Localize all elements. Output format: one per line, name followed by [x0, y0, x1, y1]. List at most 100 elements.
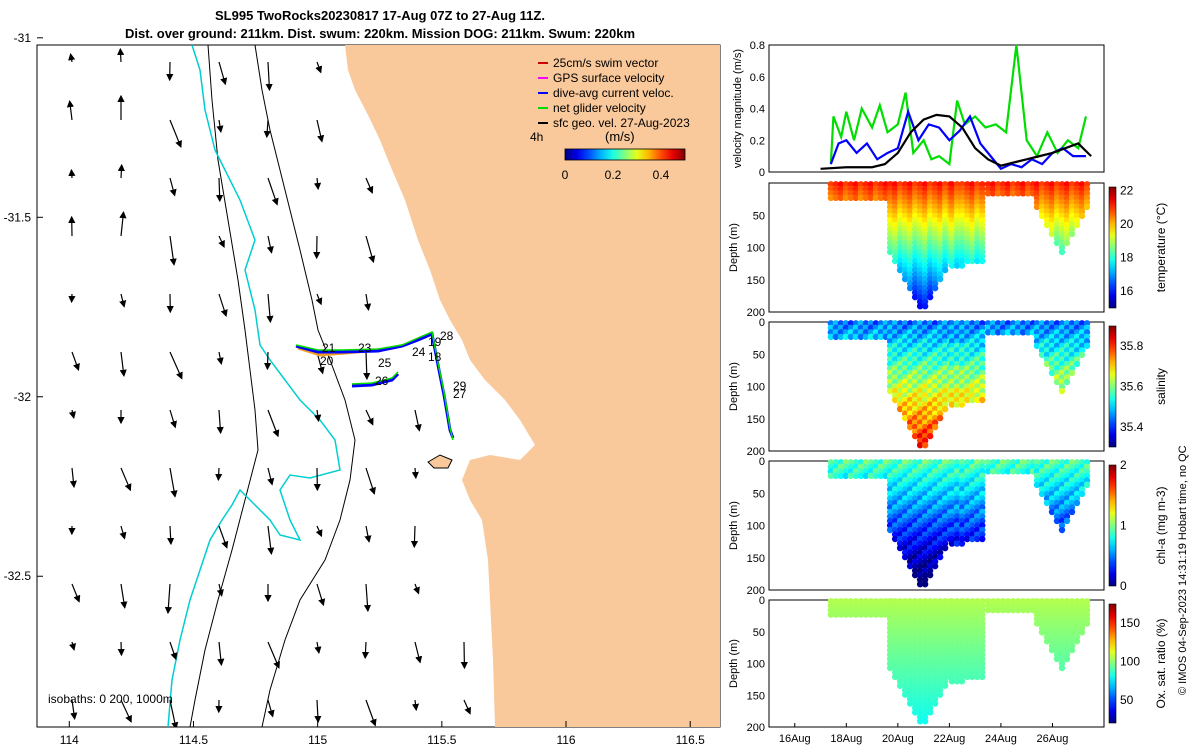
- profile-sample: [969, 329, 976, 336]
- profile-sample: [1083, 472, 1091, 480]
- current-arrow: [267, 467, 275, 486]
- profile-sample: [1053, 504, 1061, 511]
- profile-sample: [921, 302, 929, 310]
- profile-sample: [979, 208, 986, 215]
- profile-sample: [886, 620, 894, 627]
- profile-sample: [1048, 633, 1056, 641]
- profile-sample: [862, 324, 870, 332]
- profile-sample: [901, 401, 909, 408]
- profile-sample: [1038, 181, 1046, 188]
- profile-sample: [1004, 606, 1012, 614]
- profile-sample: [1063, 320, 1071, 327]
- profile-sample: [1043, 199, 1051, 206]
- profile-sample: [1043, 342, 1051, 350]
- profile-sample: [974, 655, 981, 663]
- profile-sample: [921, 212, 929, 220]
- profile-sample: [941, 602, 949, 609]
- profile-sample: [896, 495, 904, 502]
- profile-sample: [891, 235, 899, 242]
- profile-sample: [891, 248, 899, 256]
- profile-sample: [974, 253, 981, 260]
- profile-sample: [941, 606, 949, 614]
- profile-sample: [1063, 194, 1071, 202]
- profile-sample: [891, 664, 899, 672]
- profile-sample: [948, 356, 956, 363]
- profile-sample: [936, 275, 944, 283]
- profile-sample: [832, 611, 840, 618]
- profile-sample: [921, 329, 929, 336]
- profile-sample: [948, 360, 956, 368]
- profile-sample: [886, 338, 894, 345]
- profile-sample: [1033, 329, 1041, 336]
- profile-sample: [979, 333, 986, 341]
- profile-sample: [886, 481, 894, 489]
- profile-sample: [1053, 235, 1061, 242]
- profile-sample: [896, 655, 904, 663]
- profile-sample: [974, 203, 981, 211]
- profile-sample: [931, 624, 939, 632]
- profile-sample: [936, 477, 944, 484]
- profile-sample: [1043, 185, 1051, 193]
- profile-sample: [862, 463, 870, 471]
- profile-sample: [921, 481, 929, 489]
- profile-sample: [906, 271, 914, 278]
- profile-sample: [906, 356, 914, 363]
- profile-sample: [906, 203, 914, 211]
- profile-sample: [921, 646, 929, 654]
- profile-sample: [936, 410, 944, 417]
- profile-sample: [941, 638, 949, 645]
- profile-sample: [959, 248, 966, 256]
- profile-sample: [906, 620, 914, 627]
- profile-sample: [999, 598, 1007, 605]
- profile-sample: [867, 472, 875, 480]
- profile-sample: [1009, 185, 1017, 193]
- profile-sample: [953, 347, 961, 354]
- profile-sample: [964, 646, 971, 654]
- profile-sample: [852, 329, 860, 336]
- profile-sample: [852, 333, 860, 341]
- profile-sample: [974, 620, 981, 627]
- profile-sample: [916, 682, 924, 689]
- profile-sample: [953, 392, 961, 399]
- profile-sample: [1014, 185, 1022, 193]
- profile-sample: [921, 526, 929, 534]
- profile-sample: [916, 262, 924, 269]
- profile-sample: [1073, 611, 1081, 618]
- profile-sample: [911, 526, 919, 534]
- profile-sample: [941, 655, 949, 663]
- profile-sample: [941, 481, 949, 489]
- profile-sample: [1038, 212, 1046, 220]
- profile-sample: [948, 651, 956, 658]
- profile-sample: [1058, 490, 1066, 498]
- profile-sample: [1058, 651, 1066, 658]
- profile-sample: [906, 387, 914, 395]
- profile-sample: [916, 338, 924, 345]
- profile-sample: [901, 387, 909, 395]
- profile-sample: [911, 472, 919, 480]
- profile-sample: [886, 244, 894, 251]
- profile-sample: [906, 212, 914, 220]
- profile-sample: [886, 347, 894, 354]
- profile-sample: [959, 374, 966, 381]
- profile-sample: [896, 651, 904, 658]
- current-arrow: [315, 525, 323, 538]
- profile-sample: [959, 463, 966, 471]
- profile-sample: [969, 226, 976, 233]
- profile-sample: [837, 472, 845, 480]
- profile-sample: [974, 629, 981, 636]
- profile-sample: [984, 459, 992, 466]
- profile-sample: [827, 606, 835, 614]
- profile-sample: [984, 190, 992, 197]
- profile-sample: [953, 365, 961, 372]
- profile-sample: [1068, 185, 1076, 193]
- profile-sample: [931, 199, 939, 206]
- profile-sample: [948, 486, 956, 493]
- profile-sample: [1053, 374, 1061, 381]
- profile-sample: [941, 342, 949, 350]
- profile-sample: [974, 239, 981, 247]
- profile-sample: [931, 221, 939, 229]
- profile-sample: [891, 602, 899, 609]
- profile-sample: [906, 342, 914, 350]
- profile-sample: [964, 459, 971, 466]
- profile-sample: [906, 244, 914, 251]
